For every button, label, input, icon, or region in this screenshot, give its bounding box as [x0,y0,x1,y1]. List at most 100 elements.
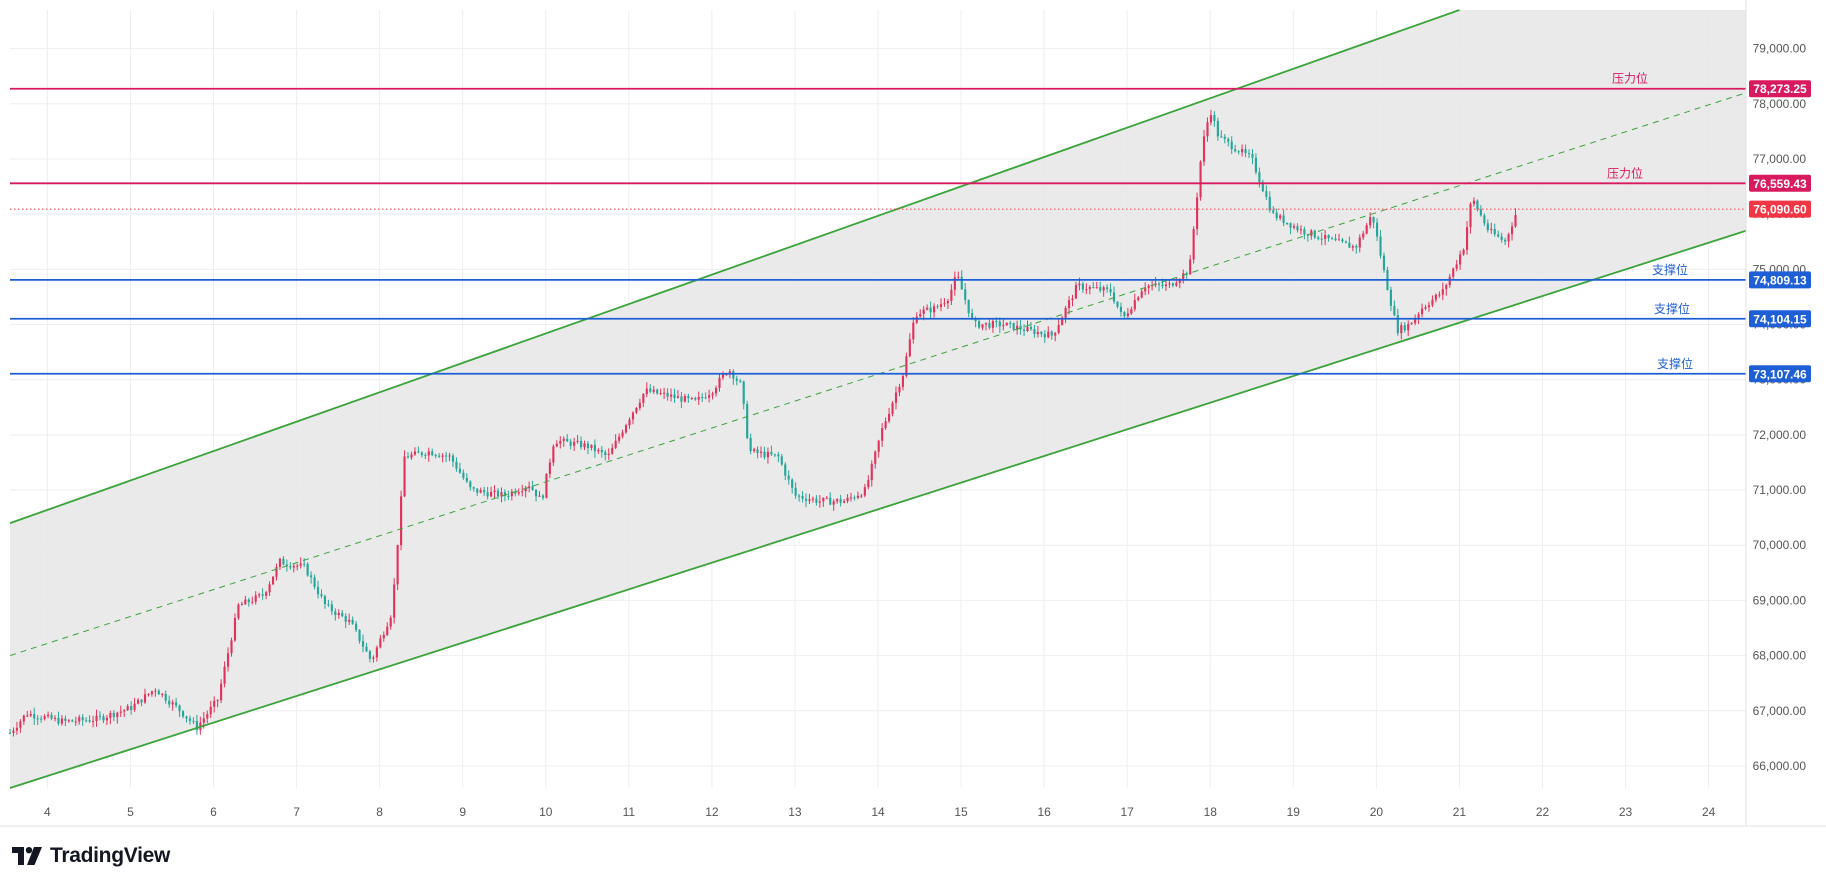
candle-body [109,712,112,718]
candle-body [22,715,25,722]
candle-body [490,491,493,497]
candle-body [960,276,963,290]
candle-body [517,492,520,494]
candle-body [465,477,468,482]
candle-body [773,454,776,456]
x-tick-label: 11 [623,805,636,819]
candle-body [829,497,832,505]
candle-body [240,604,243,606]
candle-body [81,717,84,721]
candle-body [1016,325,1019,330]
candle-body [732,371,735,379]
channel-lower-line [9,229,1747,789]
candle-body [1099,287,1102,291]
candle-body [47,714,50,717]
channel-fill-layer [10,10,1746,788]
candle-body [714,387,718,394]
candle-body [320,594,323,597]
candle-body [1196,197,1199,230]
candle-body [531,486,534,490]
candle-body [268,584,271,593]
candle-body [936,306,939,308]
candle-body [206,714,209,719]
candle-body [334,611,337,616]
candle-body [690,397,693,399]
candle-body [798,495,801,497]
candle-body [296,565,299,567]
candle-body [150,691,153,695]
candle-body [984,323,988,325]
brand-logo[interactable]: TradingView [12,842,170,870]
candle-body [503,492,506,496]
candle-body [628,419,631,426]
candle-body [1469,203,1472,228]
candle-body [822,497,825,502]
candle-body [310,575,313,578]
resistance-level-badge [1749,80,1811,98]
channel-fill [10,10,1746,788]
candle-body [157,690,160,695]
candle-body [292,565,295,568]
candle-body [1448,276,1451,286]
candle-body [832,501,835,505]
candle-body [718,377,721,388]
candle-body [1268,196,1271,211]
candle-body [1372,217,1375,223]
candle-body [704,397,707,399]
candle-body [1459,254,1462,265]
candle-body [420,452,423,455]
candle-body [123,710,126,712]
current-price-badge-text: 76,090.60 [1753,203,1807,217]
candle-body [1261,182,1264,192]
candle-body [1272,210,1275,213]
candle-body [188,718,192,721]
candle-body [462,472,465,478]
candle-body [1199,161,1202,198]
candle-body [1414,318,1417,324]
candle-body [884,421,887,429]
x-tick-label: 20 [1370,805,1384,819]
support-level-label: 支撑位 [1654,301,1690,316]
candle-body [614,440,617,448]
candle-body [1147,285,1150,289]
candle-body [908,339,911,357]
candle-body [154,690,157,692]
candle-body [1514,214,1517,227]
candle-body [53,717,57,719]
candle-body [735,378,738,381]
candle-body [306,563,309,576]
candle-body [1202,136,1206,162]
candle-body [919,313,922,317]
candle-body [361,641,365,647]
candle-body [71,720,74,722]
candle-body [455,461,458,469]
candle-body [479,490,482,493]
x-tick-label: 4 [44,805,51,819]
candle-body [327,604,330,606]
candle-body [1088,287,1091,290]
candle-body [753,449,756,452]
candle-body [1479,209,1482,216]
candle-body [1216,120,1219,137]
x-tick-label: 13 [788,805,802,819]
candle-body [1005,322,1008,326]
candle-body [780,456,783,465]
candle-body [1213,115,1216,121]
candle-body [534,489,538,497]
candle-body [91,721,95,723]
y-tick-label: 68,000.00 [1753,649,1807,663]
candle-body [995,321,998,323]
candle-body [261,594,264,596]
candle-body [1348,242,1351,248]
candle-body [624,425,628,433]
candle-body [787,475,790,480]
candle-body [524,487,527,492]
candle-body [43,716,46,719]
candle-body [541,495,545,498]
candle-body [1144,288,1147,292]
candle-body [379,638,382,648]
candle-body [808,499,811,501]
candle-body [1500,236,1503,240]
candle-body [1254,157,1258,173]
